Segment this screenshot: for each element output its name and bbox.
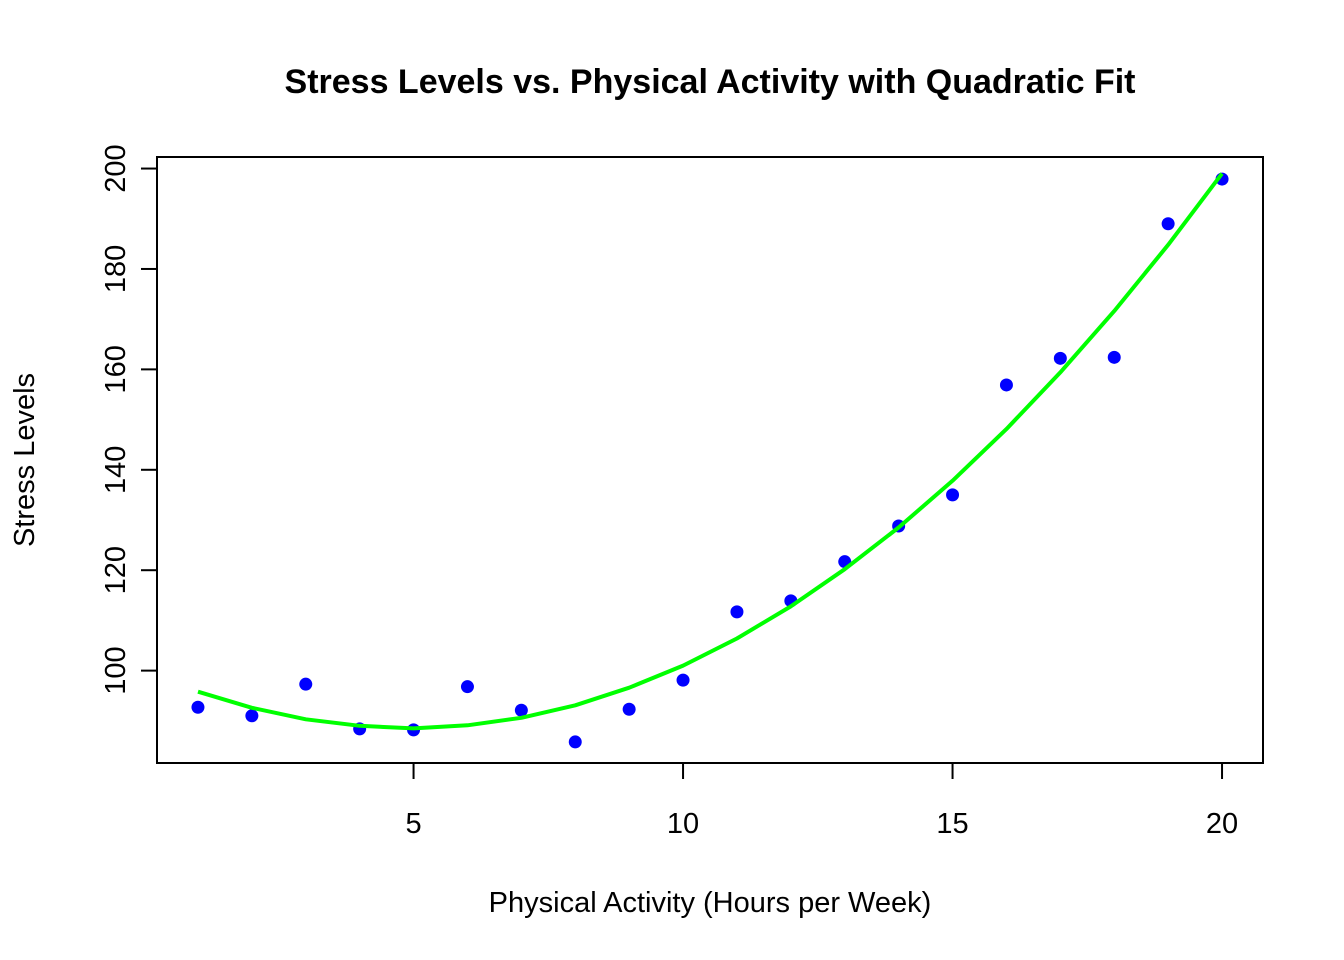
x-tick-label: 10	[667, 808, 699, 840]
y-tick-label: 140	[100, 446, 132, 494]
x-axis: 5 10 15 20	[405, 762, 1238, 840]
y-tick-label: 200	[100, 144, 132, 192]
data-point	[999, 378, 1013, 392]
data-point	[191, 700, 205, 714]
y-tick-label: 180	[100, 245, 132, 293]
data-point	[730, 605, 744, 619]
data-point	[1053, 351, 1067, 365]
series-layer	[191, 172, 1229, 749]
data-point	[946, 488, 960, 502]
data-point	[676, 673, 690, 687]
y-axis-label: Stress Levels	[9, 373, 41, 547]
quadratic-fit-line	[197, 172, 1224, 731]
data-point	[299, 677, 313, 691]
x-axis-label: Physical Activity (Hours per Week)	[489, 887, 932, 919]
y-tick-label: 100	[100, 646, 132, 694]
data-point	[460, 680, 474, 694]
data-point	[622, 702, 636, 716]
data-point	[1107, 350, 1121, 364]
data-point	[514, 703, 528, 717]
x-tick-label: 20	[1206, 808, 1238, 840]
data-point	[568, 735, 582, 749]
data-point	[245, 709, 259, 723]
data-point	[1161, 217, 1175, 231]
x-tick-label: 5	[405, 808, 421, 840]
y-tick-label: 160	[100, 345, 132, 393]
y-axis: 100 120 140 160 180 200	[100, 144, 158, 695]
x-tick-label: 15	[936, 808, 968, 840]
chart-title: Stress Levels vs. Physical Activity with…	[285, 63, 1136, 101]
y-tick-label: 120	[100, 546, 132, 594]
